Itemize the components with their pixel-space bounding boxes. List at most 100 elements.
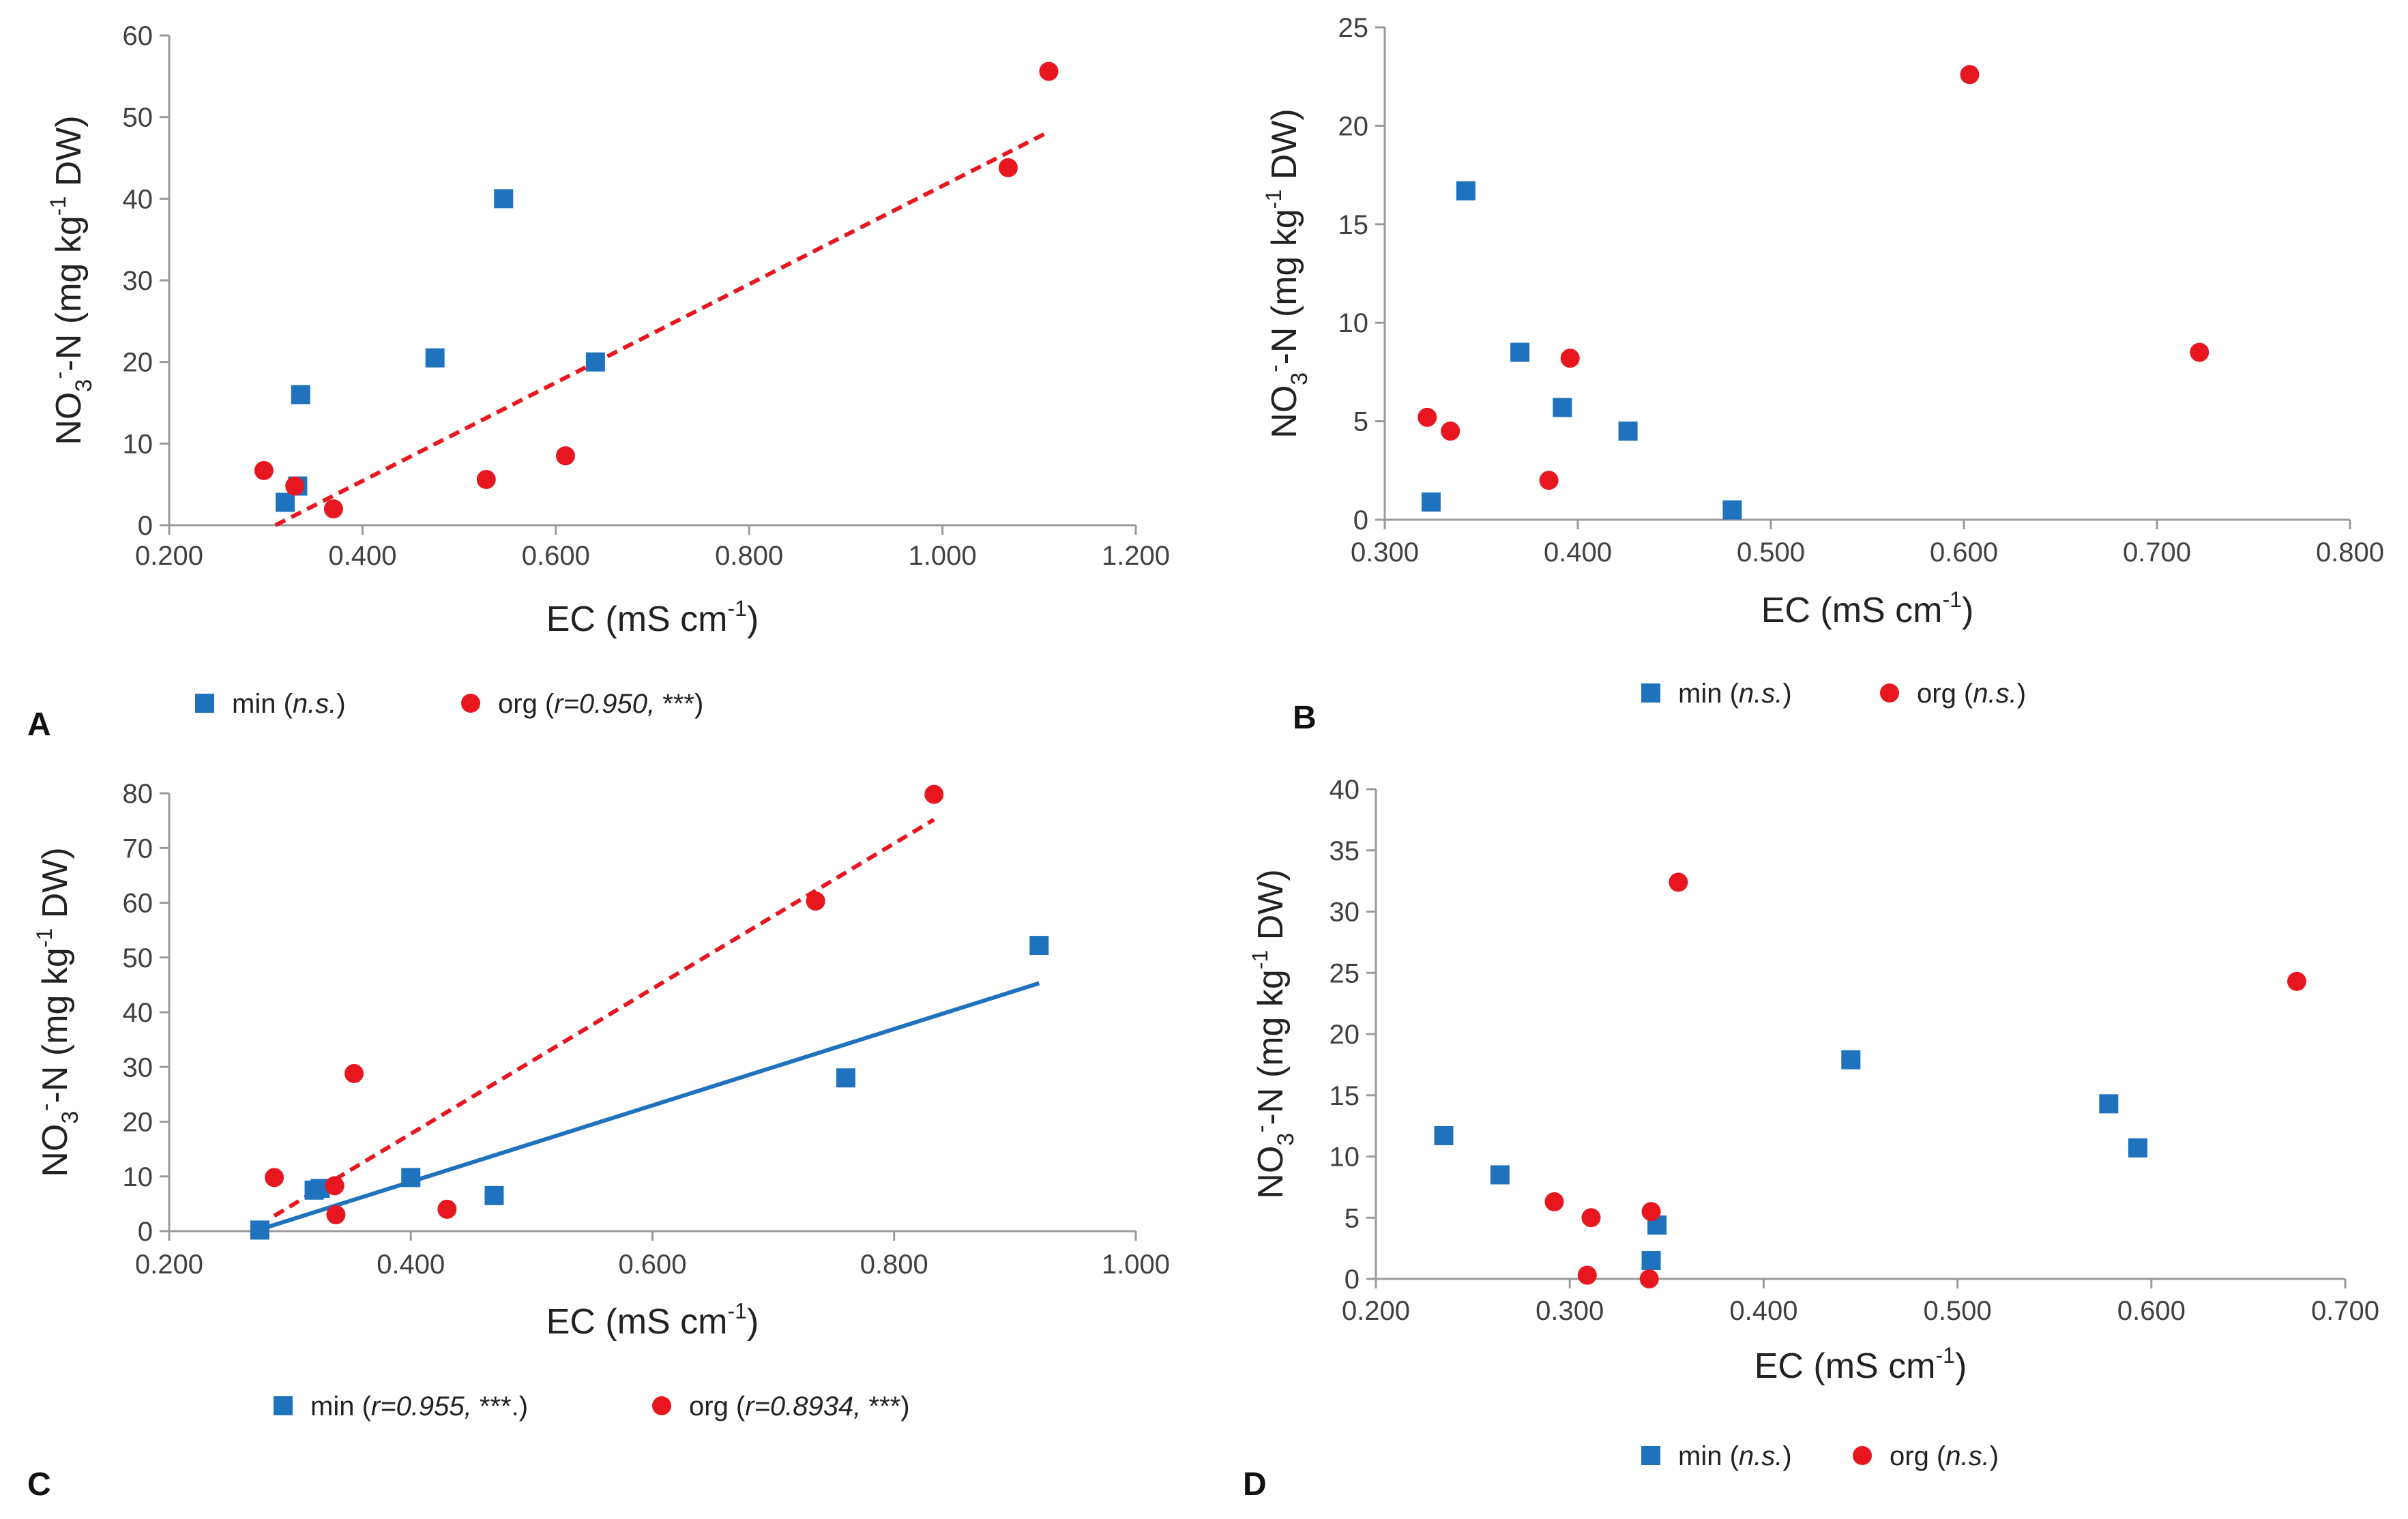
series-org [265,784,944,1224]
y-tick-label: 60 [123,21,153,51]
data-point-org [998,158,1018,177]
legend: min (n.s.) org (n.s.) [1641,679,2026,709]
legend: min (n.s.) org (n.s.) [1641,1441,1999,1471]
legend: min (r=0.955, ***.) org (r=0.8934, ***) [274,1391,910,1421]
y-tick-label: 20 [1330,1020,1360,1050]
data-point-org [1544,1192,1564,1211]
x-tick-label: 0.500 [1737,537,1805,567]
data-point-min [2099,1094,2119,1114]
data-point-min [1722,500,1742,520]
x-tick-label: 1.000 [909,541,977,571]
data-point-org [924,784,944,804]
legend-label-org: org (r=0.8934, ***) [689,1391,910,1421]
panel-letter: D [1243,1466,1267,1503]
data-point-org [326,1205,346,1224]
data-point-min [585,352,605,372]
series-min [276,189,605,512]
y-tick-label: 10 [123,429,153,459]
data-point-org [1418,407,1437,427]
y-tick-label: 20 [1338,111,1369,141]
series-org [1418,65,2209,490]
data-point-org [254,460,274,480]
y-tick-label: 70 [123,834,153,864]
data-point-org [344,1063,364,1083]
y-tick-label: 80 [123,779,153,809]
y-tick-label: 30 [123,1052,153,1082]
x-tick-label: 0.500 [1924,1296,1992,1326]
y-tick-label: 30 [1330,898,1360,928]
data-point-org [1581,1208,1601,1228]
series-min [1434,1050,2147,1271]
data-point-min [401,1168,421,1188]
legend-label-org: org (n.s.) [1890,1441,1999,1471]
legend-label-min: min (n.s.) [1678,1441,1792,1471]
y-tick-label: 5 [1353,407,1368,437]
legend-label-min: min (n.s.) [1678,679,1792,709]
chart-panel-a: 0 10 20 30 40 50 60 0.200 0.400 0.600 0.800 1.000 1.… [27,21,1170,743]
data-point-min [1490,1165,1510,1185]
data-point-org [323,499,343,519]
y-tick-label: 0 [1353,505,1368,535]
y-tick-label: 10 [1338,308,1369,338]
y-tick-label: 30 [123,266,153,296]
data-point-org [1960,65,1980,85]
y-tick-label: 50 [123,943,153,973]
data-point-min [1641,1251,1661,1271]
data-point-min [1029,936,1049,956]
series-org [1544,872,2306,1288]
x-tick-label: 0.300 [1536,1296,1604,1326]
y-axis-title: NO3--N (mg kg-1 DW) [1261,108,1312,438]
panel-letter: B [1293,700,1317,736]
data-point-org [1560,349,1580,368]
x-tick-label: 0.400 [377,1250,445,1280]
series-min [1421,181,1742,520]
legend-marker-min [1641,683,1660,703]
data-point-org [1639,1269,1659,1288]
data-point-min [494,189,514,209]
data-point-org [806,891,825,911]
trendline-org [273,817,935,1218]
y-tick-label: 20 [123,348,153,378]
data-point-org [1669,872,1688,892]
y-tick-label: 10 [1330,1142,1360,1173]
series-org [254,61,1059,519]
legend-marker-org [461,694,480,713]
legend-label-min: min (n.s.) [232,689,346,719]
data-point-org [1539,471,1559,490]
y-tick-label: 40 [1330,775,1360,805]
y-tick-label: 0 [1345,1265,1360,1295]
x-tick-label: 0.800 [860,1250,928,1280]
x-tick-label: 0.700 [2311,1296,2379,1326]
x-tick-label: 0.700 [2123,537,2191,567]
chart-panel-c: 0 10 20 30 40 50 60 70 80 0.200 0.400 0.600 0.800 1.0… [27,779,1170,1503]
chart-panel-d: 0 5 10 15 20 25 30 35 40 0.200 0.300 0.400 0.500 0.60… [1243,775,2379,1503]
x-tick-label: 1.200 [1102,541,1170,571]
data-point-min [1434,1125,1454,1145]
trendline-min [259,981,1040,1232]
legend: min (n.s.) org (r=0.950, ***) [195,689,703,719]
y-tick-label: 50 [123,103,153,133]
data-point-min [1456,181,1475,201]
data-point-min [1618,422,1638,441]
data-point-org [265,1168,284,1188]
data-point-min [1841,1050,1861,1070]
x-tick-label: 0.200 [135,541,203,571]
y-axis-title: NO3--N (mg kg-1 DW) [32,847,83,1177]
chart-panel-b: 0 5 10 15 20 25 0.300 0.400 0.500 0.600 0.700 0.800… [1261,13,2384,736]
x-tick-label: 0.400 [328,541,396,571]
y-tick-label: 10 [123,1162,153,1192]
data-point-org [285,476,305,496]
y-tick-label: 5 [1345,1203,1360,1233]
data-point-min [1553,398,1572,417]
panel-letter: C [27,1466,51,1503]
data-point-org [476,469,496,489]
y-tick-label: 20 [123,1108,153,1138]
y-tick-label: 15 [1338,210,1369,240]
trendline-org [274,130,1050,527]
x-tick-label: 0.300 [1351,537,1419,567]
x-tick-label: 0.800 [715,541,783,571]
y-tick-label: 60 [123,889,153,919]
x-tick-label: 0.600 [2117,1296,2186,1326]
legend-label-min: min (r=0.955, ***.) [310,1391,528,1421]
